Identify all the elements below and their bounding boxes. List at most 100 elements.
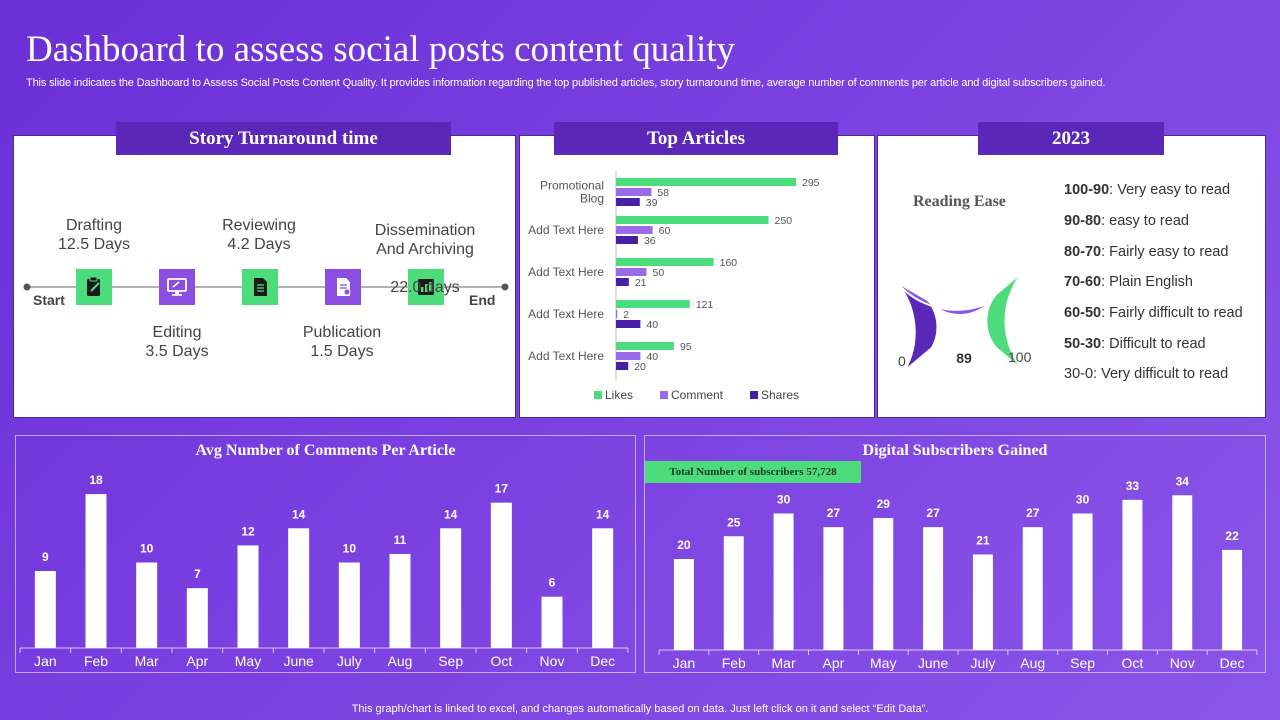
- bar-value-label: 17: [495, 482, 509, 496]
- article-bar-shares: [616, 320, 641, 328]
- bar-july: [338, 562, 360, 648]
- turnaround-start: Start: [33, 292, 65, 308]
- x-tick-label: Oct: [490, 653, 512, 669]
- stage-node-drafting: [76, 269, 112, 305]
- reading-ease-scale-row: 100-90: Very easy to read: [1064, 182, 1230, 198]
- turnaround-title: Story Turnaround time: [116, 122, 451, 155]
- bar-apr: [186, 588, 208, 648]
- article-bar-likes: [616, 258, 714, 266]
- reading-ease-scale-row: 30-0: Very difficult to read: [1064, 366, 1228, 382]
- page-subtitle: This slide indicates the Dashboard to As…: [26, 77, 1106, 89]
- stage-node-dissemination: [408, 269, 444, 305]
- reading-ease-gauge: 89: [895, 270, 1025, 372]
- bar-value-label: 25: [727, 515, 741, 529]
- article-bar-value: 58: [657, 187, 669, 199]
- article-bar-shares: [616, 362, 629, 370]
- bar-value-label: 33: [1126, 479, 1140, 493]
- bar-value-label: 30: [777, 493, 791, 507]
- total-subscribers-badge: Total Number of subscribers 57,728: [645, 461, 861, 483]
- bar-value-label: 6: [549, 576, 556, 590]
- document-icon: [254, 278, 267, 296]
- gauge-max: 100: [1008, 349, 1032, 365]
- scale-range: 60-50: [1064, 305, 1102, 321]
- x-tick-label: July: [970, 655, 995, 671]
- scale-range: 70-60: [1064, 274, 1102, 290]
- bar-value-label: 14: [596, 507, 610, 521]
- reading-ease-scale-row: 60-50: Fairly difficult to read: [1064, 305, 1243, 321]
- article-category-label: Add Text Here: [528, 307, 604, 321]
- bar-value-label: 11: [394, 533, 407, 547]
- x-tick-label: Nov: [1170, 655, 1195, 671]
- subscribers-chart: 20 Jan 25 Feb 30 Mar 27 Apr 29 May 27 June 21 July 27 A…: [658, 474, 1258, 671]
- subscribers-panel: Digital Subscribers Gained Total Number …: [644, 435, 1266, 673]
- bar-value-label: 9: [42, 550, 49, 564]
- article-bar-likes: [616, 178, 796, 186]
- x-tick-label: June: [918, 655, 949, 671]
- bar-june: [288, 528, 310, 648]
- article-category-label: Add Text Here: [528, 223, 604, 237]
- gauge-min: 0: [898, 353, 906, 369]
- reading-ease-scale-row: 50-30: Difficult to read: [1064, 336, 1206, 352]
- x-tick-label: Oct: [1122, 655, 1144, 671]
- article-bar-value: 40: [646, 319, 658, 331]
- article-bar-value: 250: [775, 215, 793, 227]
- article-bar-value: 20: [634, 361, 646, 373]
- stage-publication: Publication 1.5 Days: [302, 324, 382, 360]
- bar-value-label: 34: [1176, 474, 1190, 488]
- legend-label-likes: Likes: [605, 388, 633, 402]
- x-tick-label: Mar: [772, 655, 796, 671]
- bar-nov: [541, 596, 563, 648]
- bar-jan: [673, 559, 694, 650]
- scale-description: : Difficult to read: [1101, 336, 1206, 352]
- scale-description: : Very easy to read: [1109, 182, 1231, 198]
- bar-value-label: 7: [194, 567, 201, 581]
- bar-dec: [592, 528, 614, 648]
- x-tick-label: Mar: [135, 653, 159, 669]
- bar-dec: [1222, 549, 1243, 650]
- stage-editing: Editing 3.5 Days: [145, 324, 209, 360]
- article-bar-likes: [616, 342, 674, 350]
- subscribers-title: Digital Subscribers Gained: [862, 442, 1048, 459]
- year-title: 2023: [978, 122, 1164, 155]
- scale-description: : Plain English: [1101, 274, 1193, 290]
- article-bar-value: 121: [696, 299, 714, 311]
- x-tick-label: Sep: [438, 653, 463, 669]
- bar-aug: [389, 553, 411, 648]
- bar-value-label: 21: [976, 533, 990, 547]
- turnaround-panel: Story Turnaround time Start End Drafting…: [13, 122, 516, 418]
- article-bar-value: 95: [680, 341, 692, 353]
- article-bar-shares: [616, 278, 629, 286]
- bar-value-label: 20: [677, 538, 691, 552]
- bar-value-label: 12: [241, 524, 255, 538]
- x-tick-label: Jan: [673, 655, 696, 671]
- x-tick-label: Apr: [186, 653, 208, 669]
- x-tick-label: Dec: [1220, 655, 1245, 671]
- bar-value-label: 10: [343, 542, 357, 556]
- bar-value-label: 14: [292, 507, 306, 521]
- article-bar-comment: [616, 188, 652, 196]
- scale-description: : Very difficult to read: [1093, 366, 1229, 382]
- x-tick-label: May: [870, 655, 896, 671]
- reading-ease-scale-row: 70-60: Plain English: [1064, 274, 1193, 290]
- article-bar-value: 2: [623, 309, 629, 321]
- article-bar-value: 50: [653, 267, 665, 279]
- bar-value-label: 18: [89, 473, 103, 487]
- x-tick-label: July: [337, 653, 362, 669]
- stage-dissemination: Dissemination And Archiving 22.0 days: [374, 222, 476, 296]
- x-tick-label: Nov: [540, 653, 565, 669]
- bar-value-label: 22: [1225, 529, 1239, 543]
- legend-swatch-comment: [660, 391, 668, 399]
- reading-ease-panel: 2023 Reading Ease 89 0 100 100-90: Very …: [877, 122, 1266, 418]
- bar-oct: [1122, 499, 1143, 650]
- article-bar-likes: [616, 216, 769, 224]
- bar-sep: [440, 528, 462, 648]
- comments-panel: Avg Number of Comments Per Article 9 Jan 1…: [15, 435, 636, 673]
- reading-ease-scale-row: 80-70: Fairly easy to read: [1064, 244, 1228, 260]
- x-tick-label: June: [283, 653, 314, 669]
- article-bar-shares: [616, 198, 640, 206]
- x-tick-label: Jan: [34, 653, 57, 669]
- legend-label-comment: Comment: [671, 388, 724, 402]
- bar-june: [923, 527, 944, 650]
- scale-range: 80-70: [1064, 244, 1102, 260]
